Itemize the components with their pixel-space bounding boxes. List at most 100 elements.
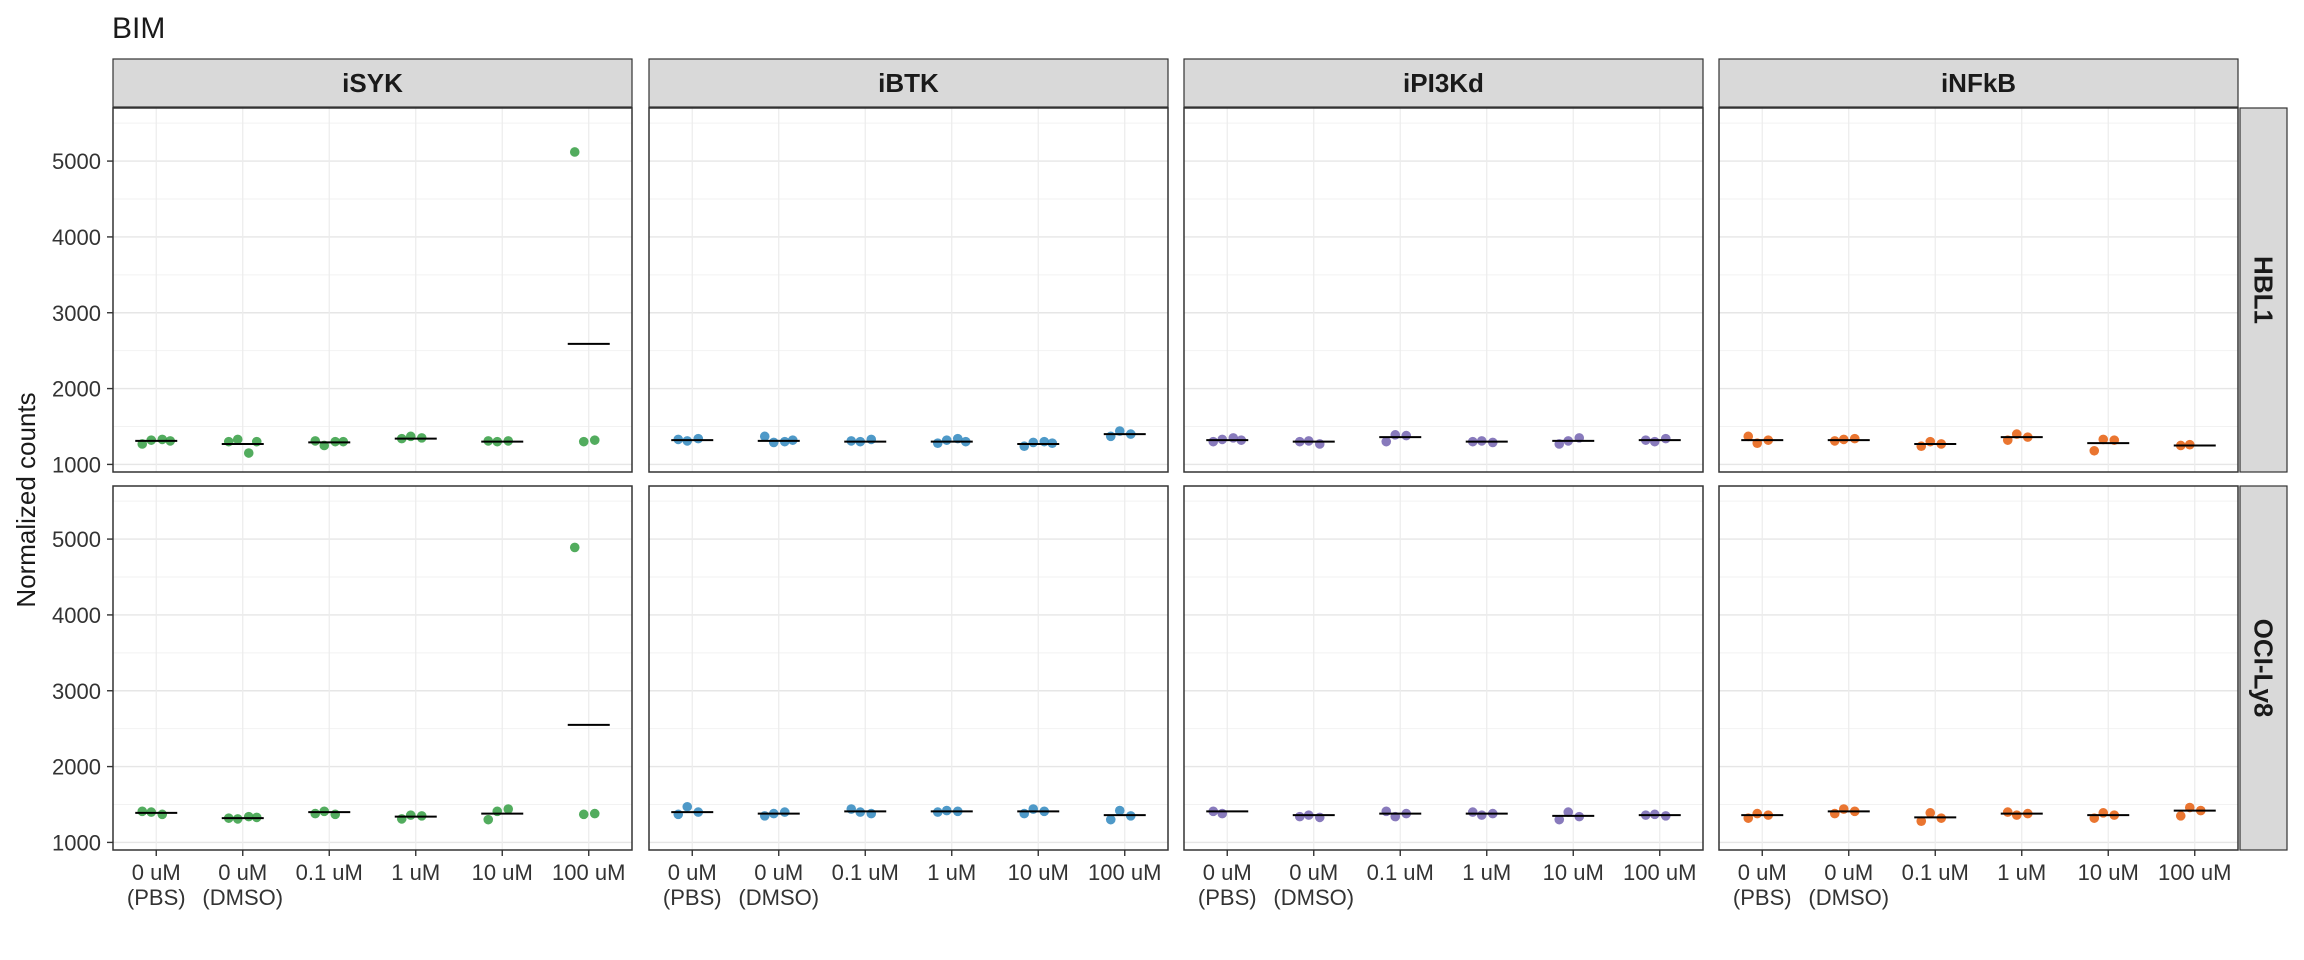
row-strip bbox=[2239, 107, 2288, 473]
x-tick-label: 100 uM bbox=[2158, 860, 2231, 885]
facet-panel bbox=[112, 485, 633, 851]
x-tick-label: 10 uM bbox=[2078, 860, 2139, 885]
panel-border bbox=[1183, 485, 1704, 851]
x-tick-label-line: 10 uM bbox=[472, 860, 533, 885]
data-point bbox=[232, 434, 243, 445]
column-strip-label: iPI3Kd bbox=[1403, 68, 1484, 98]
data-point bbox=[243, 448, 254, 458]
data-point bbox=[1314, 812, 1325, 823]
data-point bbox=[310, 436, 321, 446]
panel-background bbox=[1719, 108, 2238, 472]
facet-panel bbox=[1718, 485, 2239, 851]
y-tick-label: 3000 bbox=[52, 679, 101, 704]
data-point bbox=[1217, 808, 1228, 819]
data-point bbox=[2098, 808, 2109, 818]
x-tick-label: 100 uM bbox=[1623, 860, 1696, 885]
panel-border bbox=[648, 107, 1169, 473]
x-tick-label: 0 uM (DMSO) bbox=[1273, 860, 1354, 910]
x-tick-label-line: 1 uM bbox=[1997, 860, 2046, 885]
data-point bbox=[1019, 808, 1030, 819]
data-point bbox=[589, 808, 600, 819]
data-point bbox=[569, 147, 580, 157]
x-tick-label-line: (DMSO) bbox=[1808, 885, 1889, 910]
x-tick-label-line: (PBS) bbox=[1733, 885, 1792, 910]
data-point bbox=[673, 809, 684, 820]
data-point bbox=[1563, 807, 1574, 817]
data-point bbox=[2098, 434, 2109, 445]
data-point bbox=[1752, 808, 1763, 819]
data-point bbox=[1390, 430, 1401, 440]
data-point bbox=[1019, 441, 1030, 452]
panel-border bbox=[648, 485, 1169, 851]
panel-background bbox=[1184, 486, 1703, 850]
y-tick-label: 5000 bbox=[52, 527, 101, 552]
x-tick-label-line: 100 uM bbox=[2158, 860, 2231, 885]
data-point bbox=[1208, 436, 1219, 447]
x-tick-label: 0 uM (DMSO) bbox=[738, 860, 819, 910]
x-tick-label: 0 uM (PBS) bbox=[127, 860, 186, 910]
panel-background bbox=[1184, 108, 1703, 472]
data-point bbox=[932, 438, 943, 448]
data-point bbox=[759, 431, 770, 442]
data-point bbox=[492, 806, 503, 817]
panel-background bbox=[1719, 486, 2238, 850]
x-tick-label-line: 1 uM bbox=[1462, 860, 1511, 885]
data-point bbox=[1381, 806, 1392, 817]
facet-panel bbox=[1183, 107, 1704, 473]
data-point bbox=[1554, 814, 1565, 825]
x-tick-label-line: 0 uM bbox=[1289, 860, 1338, 885]
data-point bbox=[157, 809, 168, 820]
x-tick-label-line: 0 uM bbox=[668, 860, 717, 885]
data-point bbox=[1028, 437, 1039, 448]
x-tick-label-line: 0.1 uM bbox=[1367, 860, 1434, 885]
data-point bbox=[2002, 807, 2013, 817]
data-point bbox=[1401, 430, 1412, 441]
data-point bbox=[483, 814, 494, 825]
facet-panel bbox=[1183, 485, 1704, 851]
y-tick-label: 5000 bbox=[52, 149, 101, 174]
data-point bbox=[1829, 808, 1840, 819]
data-point bbox=[1105, 431, 1116, 442]
x-tick-label: 0.1 uM bbox=[1902, 860, 1969, 885]
data-point bbox=[2175, 811, 2186, 821]
panel-border bbox=[1718, 485, 2239, 851]
x-tick-label: 0 uM (DMSO) bbox=[1808, 860, 1889, 910]
x-tick-label: 0.1 uM bbox=[1367, 860, 1434, 885]
x-tick-label-line: (PBS) bbox=[1198, 885, 1257, 910]
data-point bbox=[157, 434, 168, 445]
panel-background bbox=[649, 486, 1168, 850]
data-point bbox=[1476, 810, 1487, 820]
data-point bbox=[1039, 436, 1050, 447]
data-point bbox=[503, 804, 514, 814]
data-point bbox=[1649, 436, 1660, 447]
data-point bbox=[310, 808, 321, 819]
x-tick-label: 1 uM bbox=[1462, 860, 1511, 885]
data-point bbox=[1925, 808, 1936, 818]
y-tick-label: 4000 bbox=[52, 225, 101, 250]
y-tick-label: 1000 bbox=[52, 452, 101, 477]
x-tick-label-line: 0 uM bbox=[132, 860, 181, 885]
x-tick-label-line: (PBS) bbox=[663, 885, 722, 910]
x-tick-label-line: 100 uM bbox=[552, 860, 625, 885]
data-point bbox=[768, 437, 779, 448]
data-point bbox=[405, 431, 416, 442]
row-strip-label: HBL1 bbox=[2249, 256, 2279, 324]
data-point bbox=[1916, 441, 1927, 452]
data-point bbox=[2011, 810, 2022, 820]
column-strip-label: iSYK bbox=[342, 68, 403, 98]
data-point bbox=[1314, 439, 1325, 449]
x-tick-label-line: (PBS) bbox=[127, 885, 186, 910]
x-tick-label: 0 uM (DMSO) bbox=[202, 860, 283, 910]
data-point bbox=[1028, 804, 1039, 814]
row-strip bbox=[2239, 485, 2288, 851]
y-tick-label: 3000 bbox=[52, 301, 101, 326]
x-tick-label-line: (DMSO) bbox=[1273, 885, 1354, 910]
x-tick-label: 0 uM (PBS) bbox=[1198, 860, 1257, 910]
column-strip-label: iNFkB bbox=[1941, 68, 2016, 98]
column-strip bbox=[648, 58, 1169, 108]
x-tick-label: 1 uM bbox=[927, 860, 976, 885]
data-point bbox=[1916, 816, 1927, 826]
x-tick-label: 0 uM (PBS) bbox=[663, 860, 722, 910]
data-point bbox=[569, 542, 580, 553]
column-strip bbox=[1718, 58, 2239, 108]
